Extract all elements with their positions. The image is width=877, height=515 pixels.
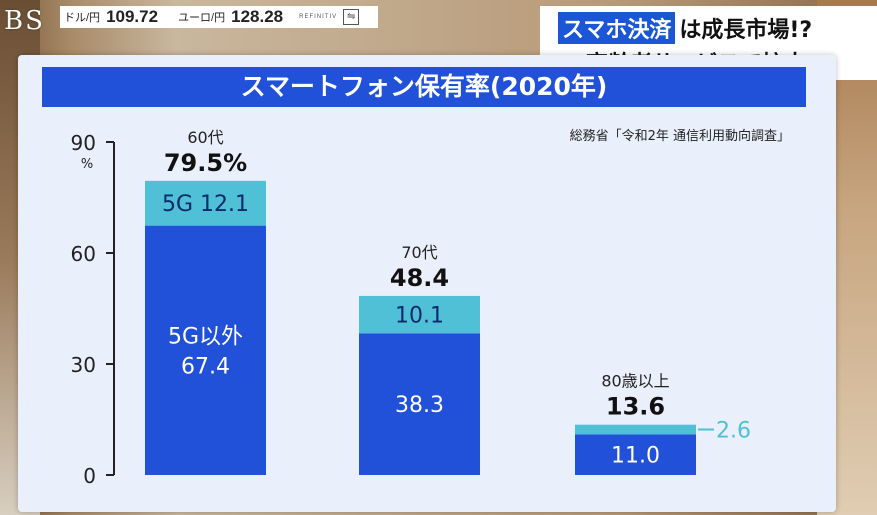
ticker-value-usd: 109.72 (106, 7, 159, 26)
headline-highlight: スマホ決済 (558, 12, 676, 44)
y-tick-label: 90 (71, 131, 96, 155)
bar-segment-5g (575, 424, 696, 435)
segment-label-5g: 2.6 (716, 418, 751, 443)
segment-label-5g-ika: 11.0 (611, 444, 660, 469)
total-label: 48.4 (390, 264, 449, 292)
category-label: 70代 (401, 243, 437, 262)
bar-segment-5g (359, 295, 480, 334)
chart-title: スマートフォン保有率(2020年) (42, 67, 806, 107)
ticker-label-usd: ドル/円 (64, 12, 101, 24)
currency-ticker: ドル/円 109.72 ユーロ/円 128.28 REFINITIV ⇋ (60, 6, 378, 28)
y-tick-label: 30 (71, 353, 96, 377)
segment-label-5g-ika: 5G以外 (168, 324, 243, 349)
y-tick-label: 0 (83, 464, 96, 488)
bar-segment-5g (145, 180, 266, 226)
y-tick-label: 60 (71, 242, 96, 266)
source-note: 総務省「令和2年 通信利用動向調査」 (569, 129, 790, 144)
bar-segment-5g-ika (145, 225, 266, 475)
ticker-label-eur: ユーロ/円 (178, 12, 226, 24)
headline-line-1: スマホ決済 は成長市場!? (558, 12, 812, 44)
segment-label-5g-ika: 38.3 (395, 393, 444, 418)
segment-label-5g-ika: 67.4 (181, 354, 230, 379)
bar-segment-5g-ika (359, 333, 480, 475)
y-axis-unit: % (81, 157, 93, 172)
total-label: 79.5% (164, 149, 247, 177)
total-label: 13.6 (606, 393, 665, 421)
segment-label-5g: 10.1 (395, 304, 444, 329)
refinitiv-icon: ⇋ (343, 9, 360, 25)
channel-logo: BS (4, 6, 45, 36)
ticker-source: REFINITIV (299, 14, 338, 20)
segment-label-5g: 5G 12.1 (162, 192, 249, 217)
category-label: 60代 (187, 128, 223, 147)
bar-segment-5g-ika (575, 434, 696, 475)
category-label: 80歳以上 (601, 372, 669, 391)
headline-rest: は成長市場!? (679, 18, 813, 43)
stacked-bar-chart: 0 30 60 90% 60代 79.5% 5G 12.1 5G以外 67.4 70代 48.4 10… (71, 128, 751, 488)
ticker-value-eur: 128.28 (231, 7, 284, 26)
